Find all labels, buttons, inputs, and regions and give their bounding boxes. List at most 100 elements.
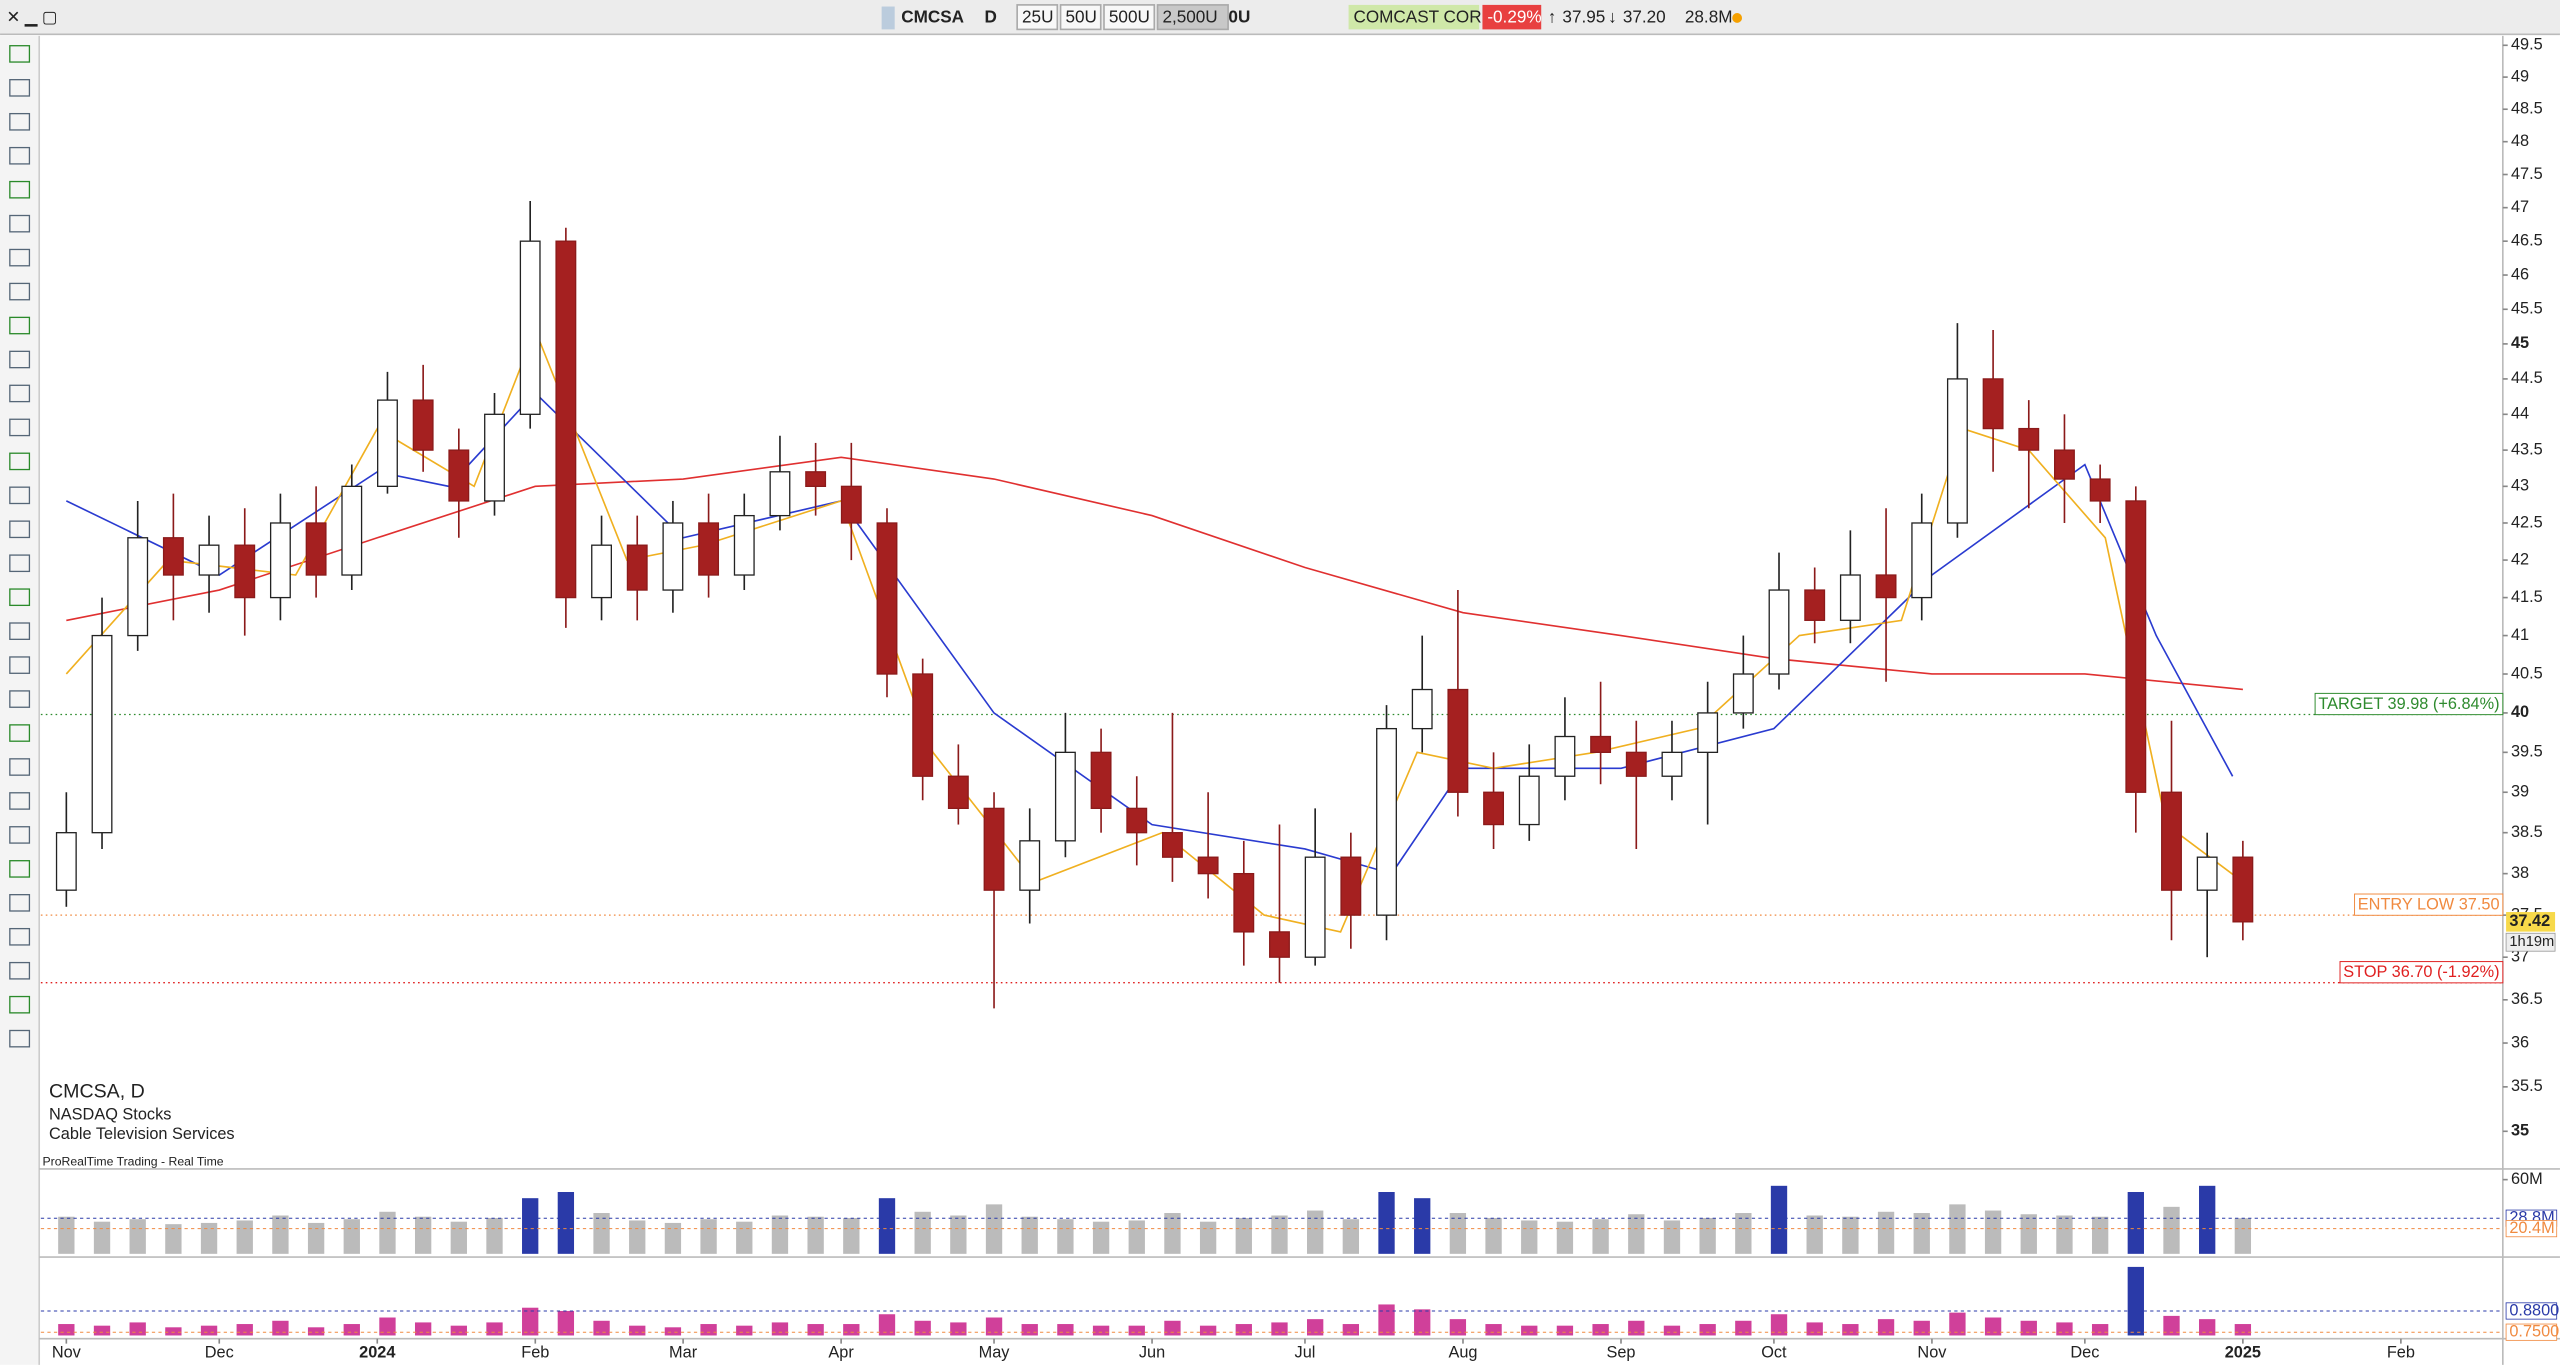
volume-bar [1663,1220,1681,1254]
marker-box [2505,1220,2558,1238]
unit-button[interactable] [1156,4,1229,31]
volume-bar [985,1204,1003,1254]
unit-label[interactable]: 50U [1065,6,1096,26]
indicator-bar [236,1324,253,1336]
unit-label[interactable]: 500U [1109,6,1150,26]
candle-body [626,544,648,591]
y-tick-label: 45 [2511,334,2529,352]
y-tick-label: 36.5 [2511,990,2543,1008]
candle-body [1161,832,1183,858]
candle-body [1839,574,1861,621]
tool-icon[interactable] [9,995,31,1014]
indicator-bar [700,1324,717,1336]
tool-icon[interactable] [9,1029,31,1048]
candle-body [1911,522,1933,599]
candle-body [1019,840,1041,891]
unit-label[interactable]: 2,500U [1162,6,1217,26]
tool-icon[interactable] [9,79,31,97]
candle-body [1661,751,1683,777]
y-tick-label: 39 [2511,783,2529,801]
tool-icon[interactable] [9,180,31,199]
tool-icon[interactable] [9,112,31,131]
volume-bar [522,1198,539,1254]
tool-icon[interactable] [9,452,31,471]
indicator-bar [1414,1309,1431,1336]
candle-body [733,514,755,576]
candle-body [555,240,577,599]
indicator-bar [414,1322,432,1336]
tool-icon[interactable] [9,792,31,810]
candle-body [2196,856,2218,891]
tool-icon[interactable] [9,45,31,63]
tool-icon[interactable] [9,248,31,267]
x-tick-label: 2025 [2225,1344,2261,1362]
candle-body [1483,791,1505,826]
marker-label: 20.4M [2509,1219,2554,1237]
tool-icon[interactable] [9,316,31,335]
tool-icon[interactable] [9,690,31,708]
tool-icon[interactable] [9,384,31,403]
window-controls[interactable]: ✕ ▁ ▢ [7,8,58,26]
candle-body [1340,856,1362,916]
indicator-bar [1164,1320,1181,1336]
y-tick-label: 42 [2511,550,2529,568]
symbol[interactable]: CMCSA [901,6,964,26]
tool-icon[interactable] [9,588,31,607]
indicator-bar [450,1325,467,1336]
tool-icon[interactable] [9,656,31,674]
indicator-bar [1235,1324,1252,1336]
volume-bar [165,1224,182,1254]
y-tick-label: 43.5 [2511,440,2543,458]
candle-body [769,471,791,517]
volume-bar [1949,1204,1966,1254]
tool-icon[interactable] [9,350,31,369]
volume-bar [1378,1191,1395,1254]
tool-icon[interactable] [9,927,31,946]
candle-body [484,413,505,502]
y-tick-label: 40 [2511,703,2529,721]
volume-bar [236,1220,253,1254]
indicator-bar [2199,1319,2216,1336]
day-low: 37.20 [1623,6,1666,26]
volume-bar [343,1219,360,1254]
tool-icon[interactable] [9,282,31,301]
y-tick-label: 35 [2511,1122,2529,1140]
tool-icon[interactable] [9,146,31,165]
volume-bar [664,1222,682,1254]
indicator-bar [1949,1312,1966,1336]
indicator-bar [1592,1324,1609,1336]
volume-bar [1199,1221,1217,1254]
tool-icon[interactable] [9,894,31,912]
tool-icon[interactable] [9,418,31,437]
company: COMCAST CORP. [1353,6,1495,26]
unit-button[interactable] [1103,4,1156,31]
tool-icon[interactable] [9,214,31,233]
tool-icon[interactable] [9,961,31,980]
x-tick-label: Aug [1448,1344,1477,1362]
candle-body [1697,712,1719,753]
tool-icon[interactable] [9,622,31,640]
unit-button[interactable] [1059,4,1102,31]
info-title: CMCSA, D [49,1080,145,1102]
tool-icon[interactable] [9,486,31,505]
y-tick-label: 46.5 [2511,231,2543,249]
y-tick-label: 46 [2511,265,2529,283]
tool-icon[interactable] [9,860,31,878]
x-tick-label: Jun [1139,1344,1165,1362]
indicator-bar [307,1327,325,1336]
day-high: 37.95 [1562,6,1605,26]
indicator-bar [1378,1304,1395,1336]
tool-icon[interactable] [9,554,31,573]
symbol-icon[interactable] [881,6,895,30]
candle-body [198,544,220,576]
unit-button[interactable] [1016,4,1059,31]
volume-bar [93,1221,111,1254]
candle-body [1233,872,1255,933]
tool-icon[interactable] [9,520,31,539]
tool-icon[interactable] [9,724,31,742]
unit-label[interactable]: 25U [1022,6,1053,26]
interval[interactable]: D [984,6,996,26]
volume-bar [129,1219,146,1254]
tool-icon[interactable] [9,758,31,776]
tool-icon[interactable] [9,826,31,844]
